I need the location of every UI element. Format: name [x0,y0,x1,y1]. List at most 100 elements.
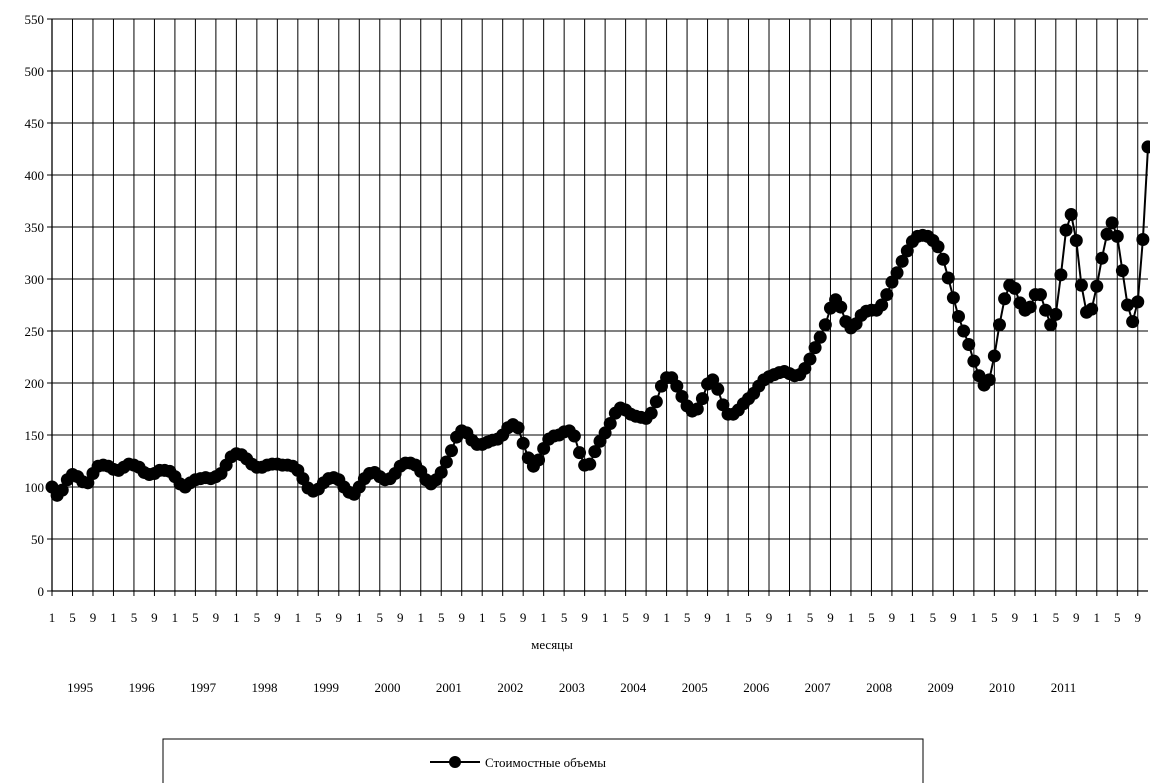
year-label: 2006 [743,680,770,695]
year-label: 2002 [497,680,523,695]
plot-area [52,19,1148,591]
x-tick-label: 9 [581,610,588,625]
x-tick-label: 9 [520,610,527,625]
y-tick-label: 550 [25,12,45,27]
x-tick-label: 5 [684,610,691,625]
data-point [440,456,453,469]
data-point [1111,230,1124,243]
x-tick-label: 5 [991,610,998,625]
x-tick-label: 9 [458,610,465,625]
data-point [957,325,970,338]
data-point [1106,216,1119,229]
x-tick-label: 9 [336,610,343,625]
data-point [952,310,965,323]
x-tick-label: 9 [90,610,97,625]
data-point [1085,303,1098,316]
y-axis-ticks: 0 50 100 150 200 250 300 350 400 450 500 550 [25,12,53,599]
year-label: 1997 [190,680,217,695]
data-point [445,444,458,457]
x-tick-label: 9 [1135,610,1142,625]
year-label: 2008 [866,680,892,695]
data-point [998,292,1011,305]
year-label: 1999 [313,680,339,695]
x-tick-label: 5 [438,610,445,625]
x-tick-label: 5 [561,610,568,625]
data-point [993,318,1006,331]
y-tick-label: 450 [25,116,45,131]
y-tick-label: 0 [38,584,45,599]
x-tick-label: 9 [274,610,281,625]
x-tick-label: 1 [417,610,424,625]
year-label: 2009 [928,680,954,695]
data-point [932,240,945,253]
data-point [1049,308,1062,321]
data-point [983,373,996,386]
x-tick-label: 9 [213,610,220,625]
data-point [967,355,980,368]
x-tick-label: 9 [827,610,834,625]
x-tick-label: 1 [356,610,363,625]
x-tick-label: 5 [377,610,384,625]
x-tick-label: 1 [971,610,978,625]
data-point [1136,233,1149,246]
data-point [891,266,904,279]
data-point [1008,282,1021,295]
year-label: 2005 [682,680,708,695]
x-tick-label: 1 [848,610,855,625]
x-tick-label: 5 [69,610,76,625]
x-tick-label: 1 [479,610,486,625]
x-tick-label: 5 [1053,610,1060,625]
data-point [711,383,724,396]
x-tick-label: 9 [704,610,711,625]
x-tick-label: 9 [151,610,158,625]
data-point [1060,224,1073,237]
x-tick-label: 1 [233,610,240,625]
x-tick-label: 5 [315,610,322,625]
data-point [1034,288,1047,301]
x-tick-label: 5 [1114,610,1121,625]
legend: Стоимостные объемы [163,739,923,783]
year-label: 1996 [129,680,156,695]
data-point [1070,234,1083,247]
data-point [512,421,525,434]
x-tick-label: 1 [909,610,916,625]
x-tick-label: 9 [643,610,650,625]
data-point [819,318,832,331]
year-label: 2003 [559,680,585,695]
data-point [1054,268,1067,281]
x-tick-label: 1 [1032,610,1039,625]
data-point [1075,279,1088,292]
x-tick-label: 5 [499,610,506,625]
data-point [1065,208,1078,221]
data-point [1024,301,1037,314]
x-tick-label: 9 [950,610,957,625]
data-point [568,430,581,443]
y-tick-label: 500 [25,64,45,79]
data-point [1095,252,1108,265]
x-tick-label: 1 [725,610,732,625]
x-tick-label: 9 [1073,610,1080,625]
y-tick-label: 350 [25,220,45,235]
data-point [573,446,586,459]
data-point [988,349,1001,362]
x-tick-label: 1 [49,610,56,625]
y-tick-label: 200 [25,376,45,391]
year-label: 1995 [67,680,93,695]
data-point [947,291,960,304]
year-label: 2000 [374,680,400,695]
x-axis-ticks: 1591591591591591591591591591591591591591… [49,591,1141,625]
data-point [814,331,827,344]
y-tick-label: 300 [25,272,45,287]
y-tick-label: 400 [25,168,45,183]
x-tick-label: 5 [807,610,814,625]
data-point [937,253,950,266]
year-labels: 1995 1996 1997 1998 1999 2000 2001 2002 2003 2004… [67,680,1076,695]
year-label: 2010 [989,680,1015,695]
y-tick-label: 50 [31,532,44,547]
x-tick-label: 9 [1012,610,1019,625]
x-tick-label: 1 [602,610,609,625]
x-tick-label: 5 [930,610,937,625]
data-point [942,271,955,284]
y-tick-label: 150 [25,428,45,443]
